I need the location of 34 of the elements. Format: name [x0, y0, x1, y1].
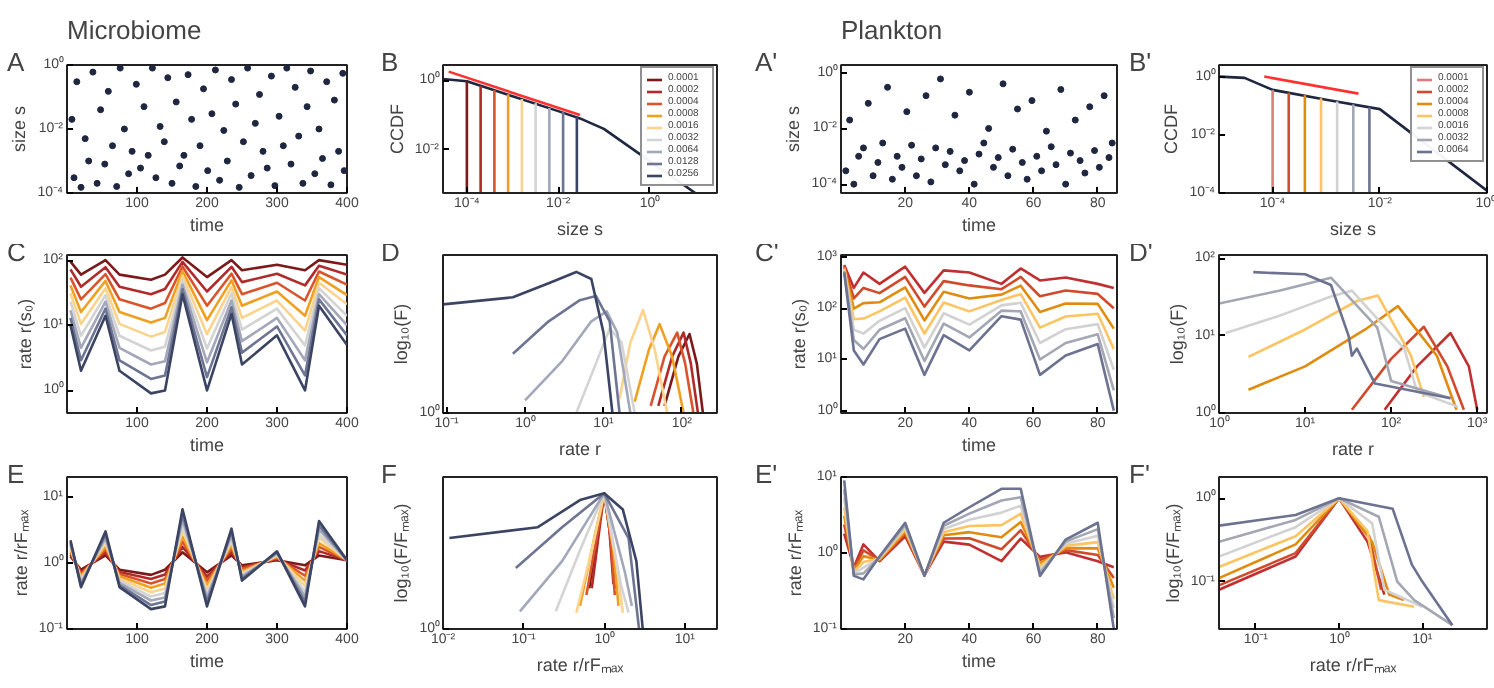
y-axis-title: log₁₀(F/Fₘₐₓ)	[391, 503, 412, 603]
text: A	[7, 47, 25, 77]
y-axis-title: CCDF	[386, 103, 407, 154]
text: E'	[755, 459, 778, 489]
x-axis-title: size s	[556, 219, 605, 239]
text: B'	[1129, 47, 1152, 77]
text: B	[381, 47, 399, 77]
y-axis-title: log₁₀(F)	[1166, 303, 1187, 365]
y-axis-title: size s	[9, 104, 30, 153]
y-axis-title: rate r/rFₘₐₓ	[784, 509, 805, 597]
x-axis-title: rate r	[558, 439, 602, 459]
x-axis-title: time	[190, 435, 225, 455]
x-axis-title: rate r/rFₘₐₓ	[1309, 655, 1397, 675]
chart-title: Plankton	[841, 15, 943, 45]
text: E	[7, 459, 25, 489]
x-axis-title: time	[962, 435, 997, 455]
x-axis-title: size s	[1329, 219, 1378, 239]
x-axis-title: time	[962, 215, 997, 235]
y-axis-title: log₁₀(F)	[391, 303, 412, 365]
y-axis-title: log₁₀(F/Fₘₐₓ)	[1162, 503, 1183, 603]
x-axis-title: time	[190, 215, 225, 235]
y-axis-title: rate r(s₀)	[788, 298, 809, 370]
text: F'	[1129, 459, 1150, 489]
text: A'	[755, 47, 778, 77]
y-axis-title: CCDF	[1161, 103, 1182, 154]
x-axis-title: rate r	[1331, 439, 1375, 459]
x-axis-title: time	[962, 651, 997, 671]
x-axis-title: time	[190, 651, 225, 671]
x-axis-title: rate r/rFₘₐₓ	[536, 655, 624, 675]
text: F	[381, 459, 397, 489]
y-axis-title: rate r(s₀)	[14, 298, 35, 370]
chart-title: Microbiome	[67, 15, 202, 45]
y-axis-title: size s	[783, 104, 804, 153]
y-axis-title: rate r/rFₘₐₓ	[10, 509, 31, 597]
